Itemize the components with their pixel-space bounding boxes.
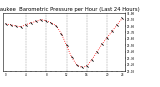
Title: Milwaukee  Barometric Pressure per Hour (Last 24 Hours): Milwaukee Barometric Pressure per Hour (… — [0, 7, 140, 12]
